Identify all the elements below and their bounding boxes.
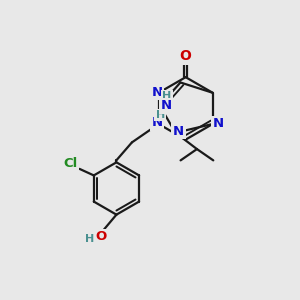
Text: O: O [95,230,106,243]
Text: Cl: Cl [64,157,78,170]
Text: O: O [180,50,192,63]
Text: H: H [85,234,94,244]
Text: H: H [155,110,165,120]
Text: N: N [173,125,184,138]
Text: N: N [212,118,224,130]
Text: N: N [161,99,172,112]
Text: H: H [162,91,172,101]
Text: N: N [152,86,163,99]
Text: N: N [152,116,163,129]
